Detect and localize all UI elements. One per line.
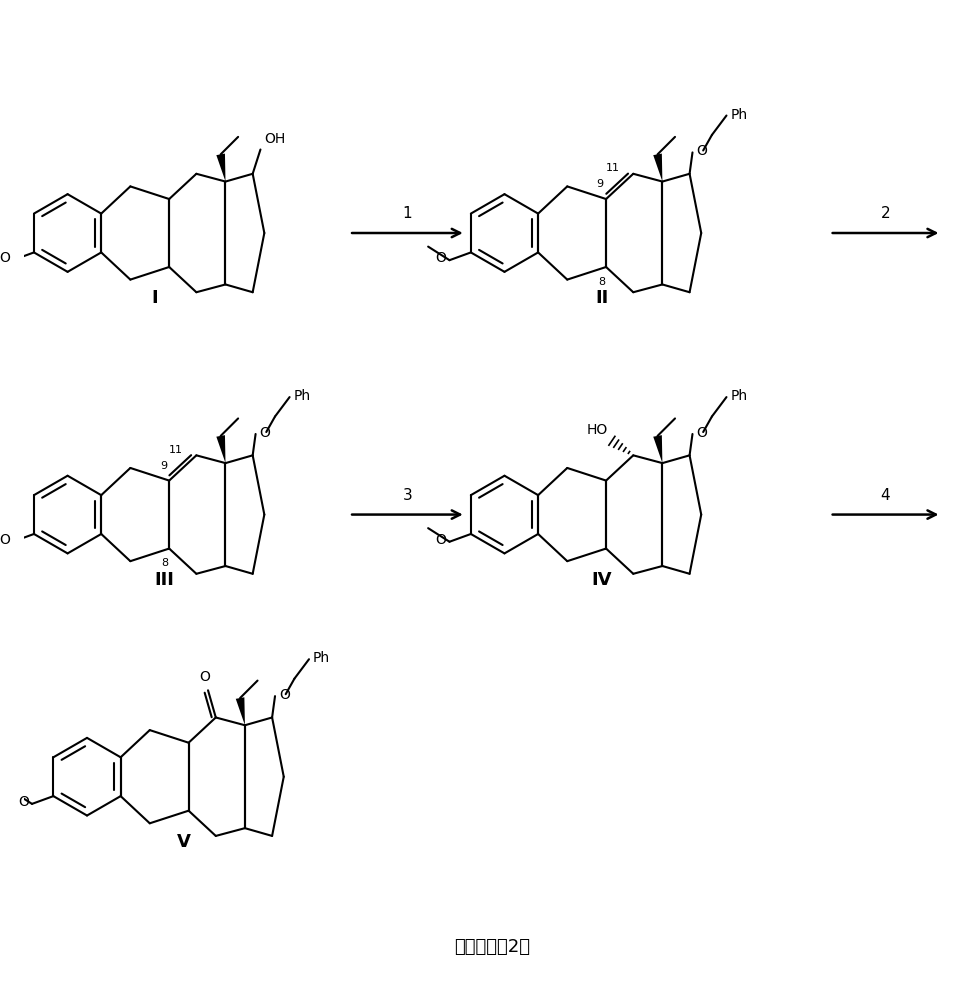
Text: II: II [595,289,608,307]
Text: HO: HO [587,423,608,437]
Text: 9: 9 [160,461,167,471]
Text: Ph: Ph [731,108,747,122]
Text: O: O [696,144,708,158]
Polygon shape [216,435,226,463]
Text: O: O [436,251,446,265]
Text: I: I [151,289,158,307]
Text: 4: 4 [881,488,891,503]
Text: O: O [259,426,270,440]
Polygon shape [654,154,662,182]
Text: 11: 11 [605,163,620,173]
Text: 11: 11 [169,445,183,455]
Text: O: O [18,795,29,809]
Text: IV: IV [591,571,612,589]
Text: 8: 8 [162,558,169,568]
Text: 8: 8 [599,277,605,287]
Text: O: O [696,426,708,440]
Text: OH: OH [264,132,285,146]
Text: O: O [0,533,10,547]
Text: O: O [436,533,446,547]
Text: Ph: Ph [293,389,310,403]
Text: 9: 9 [597,179,603,189]
Polygon shape [236,697,245,725]
Text: O: O [200,670,210,684]
Text: V: V [177,833,191,851]
Text: 3: 3 [403,488,413,503]
Polygon shape [654,435,662,463]
Text: Ph: Ph [313,651,330,665]
Text: 2: 2 [881,206,891,221]
Text: O: O [0,251,10,265]
Text: O: O [279,688,290,702]
Polygon shape [216,154,226,182]
Text: III: III [155,571,174,589]
Text: Ph: Ph [731,389,747,403]
Text: 反应路线（2）: 反应路线（2） [454,938,530,956]
Text: 1: 1 [403,206,413,221]
